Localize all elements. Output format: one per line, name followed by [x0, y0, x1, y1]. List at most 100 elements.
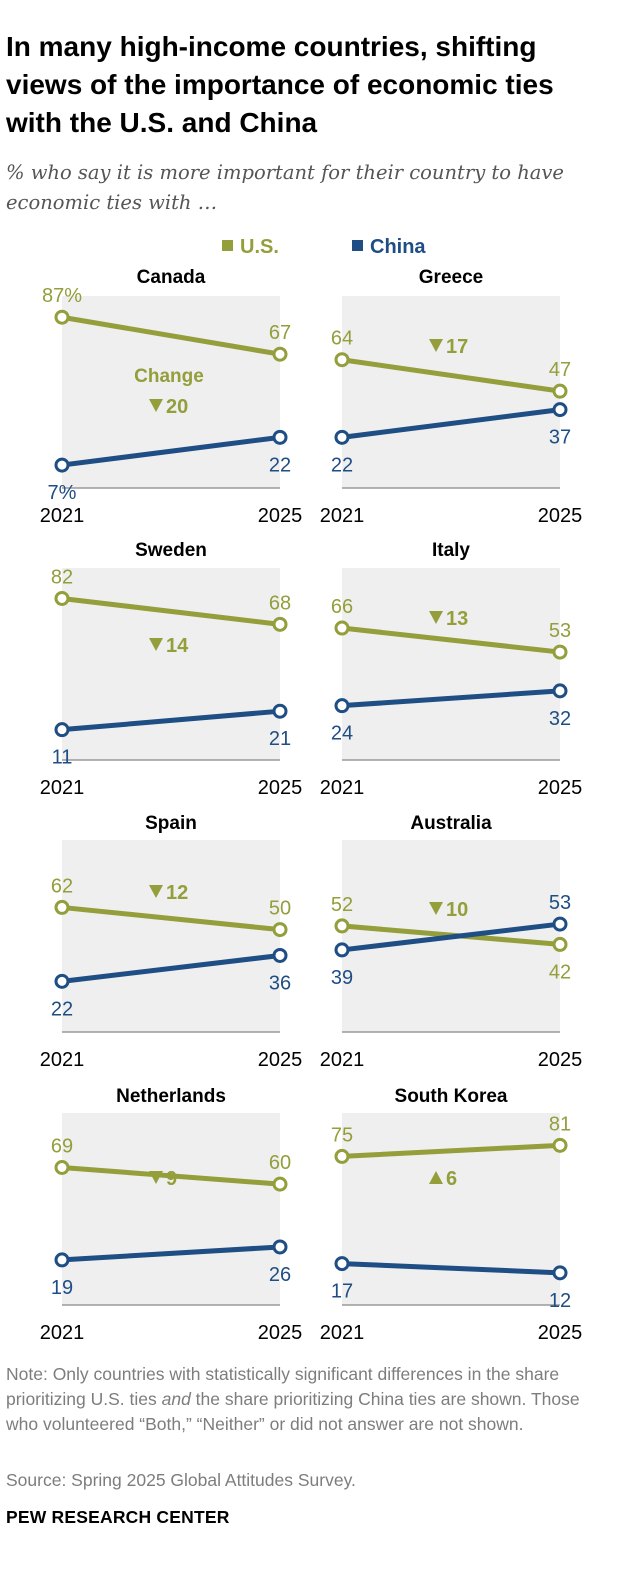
x-tick-2025-spain: 2025: [258, 1049, 303, 1071]
chart-title: In many high-income countries, shifting …: [6, 31, 554, 138]
series-line-china-south-korea: [339, 1261, 563, 1276]
point-china-2025-italy: [552, 683, 568, 699]
data-label-us-2021-netherlands: 69: [51, 1136, 73, 1158]
series-line-china-italy: [339, 688, 563, 709]
series-line-us-italy: [339, 625, 563, 655]
small-multiples-chart: Canada 2021 2025 87% 7% 67 22 Change 20 Greece 202…: [40, 267, 583, 1344]
change-triangle-down-icon: [149, 638, 163, 651]
point-china-2025-netherlands: [272, 1239, 288, 1255]
point-china-2021-italy: [334, 698, 350, 714]
x-tick-2021-canada: 2021: [40, 505, 85, 527]
panel-title-netherlands: Netherlands: [116, 1086, 226, 1107]
footer-brand: PEW RESEARCH CENTER: [6, 1507, 230, 1527]
point-china-2025-spain: [272, 947, 288, 963]
data-label-us-2021-australia: 52: [331, 894, 353, 916]
point-us-2021-netherlands: [54, 1160, 70, 1175]
point-china-2021-greece: [334, 429, 350, 445]
change-triangle-down-icon: [149, 399, 163, 412]
point-us-2021-greece: [334, 352, 350, 368]
x-tick-2021-greece: 2021: [320, 505, 365, 527]
x-tick-2025-south-korea: 2025: [538, 1322, 583, 1344]
panel-title-spain: Spain: [145, 813, 197, 834]
point-china-2021-netherlands: [54, 1252, 70, 1268]
change-value-spain: 12: [166, 882, 188, 904]
series-line-us-greece: [339, 357, 563, 394]
data-label-china-2025-canada: 22: [269, 454, 291, 476]
panel-title-sweden: Sweden: [135, 540, 207, 561]
data-label-china-2025-netherlands: 26: [269, 1264, 291, 1286]
panel-bg-south-korea: [342, 1113, 560, 1305]
series-line-us-south-korea: [339, 1142, 563, 1159]
data-label-us-2025-greece: 47: [549, 359, 571, 381]
point-china-2021-spain: [54, 973, 70, 989]
data-label-us-2025-sweden: 68: [269, 592, 291, 614]
point-us-2021-australia: [334, 918, 350, 934]
panel-bg-spain: [62, 840, 280, 1032]
legend-swatch-us: [222, 240, 233, 251]
panel-title-italy: Italy: [432, 540, 470, 561]
change-value-greece: 17: [446, 336, 468, 358]
note-text-1: Note: Only countries with statistically …: [6, 1364, 560, 1409]
series-line-china-greece: [339, 407, 563, 440]
point-china-2025-sweden: [272, 703, 288, 719]
point-china-2021-canada: [54, 457, 70, 473]
note-text-emphasis: and: [161, 1389, 191, 1409]
panel-bg-netherlands: [62, 1113, 280, 1305]
x-tick-2025-sweden: 2025: [258, 777, 303, 799]
data-label-us-2025-australia: 42: [549, 961, 571, 983]
data-label-china-2021-netherlands: 19: [51, 1277, 73, 1299]
change-triangle-down-icon: [429, 611, 443, 624]
x-tick-2025-italy: 2025: [538, 777, 583, 799]
data-label-us-2021-italy: 66: [331, 596, 353, 618]
point-china-2025-greece: [552, 402, 568, 418]
point-us-2021-italy: [334, 620, 350, 636]
x-tick-2021-netherlands: 2021: [40, 1322, 85, 1344]
point-us-2025-australia: [552, 936, 568, 952]
data-label-china-2025-greece: 37: [549, 427, 571, 449]
change-triangle-down-icon: [149, 885, 163, 898]
change-value-south-korea: 6: [446, 1168, 457, 1190]
series-line-us-canada: [59, 314, 283, 357]
series-line-china-netherlands: [59, 1244, 283, 1263]
data-label-us-2025-spain: 50: [269, 898, 291, 920]
point-china-2025-australia: [552, 916, 568, 932]
panel-title-canada: Canada: [137, 267, 206, 288]
point-us-2025-canada: [272, 346, 288, 362]
data-label-us-2025-netherlands: 60: [269, 1152, 291, 1174]
series-line-china-spain: [59, 952, 283, 984]
series-line-us-sweden: [59, 595, 283, 627]
legend-swatch-china: [352, 240, 363, 251]
panel-title-australia: Australia: [410, 813, 492, 834]
data-label-us-2021-spain: 62: [51, 875, 73, 897]
panel-title-south-korea: South Korea: [395, 1086, 508, 1107]
panel-title-greece: Greece: [419, 267, 483, 288]
point-china-2021-australia: [334, 942, 350, 958]
data-label-china-2021-canada: 7%: [48, 482, 77, 504]
x-tick-2021-sweden: 2021: [40, 777, 85, 799]
data-label-china-2025-spain: 36: [269, 972, 291, 994]
change-triangle-down-icon: [429, 902, 443, 915]
series-line-us-netherlands: [59, 1165, 283, 1187]
data-label-china-2021-spain: 22: [51, 998, 73, 1020]
x-tick-2021-south-korea: 2021: [320, 1322, 365, 1344]
data-label-china-2021-south-korea: 17: [331, 1281, 353, 1303]
x-tick-2021-australia: 2021: [320, 1049, 365, 1071]
point-us-2025-south-korea: [552, 1137, 568, 1153]
x-tick-2021-italy: 2021: [320, 777, 365, 799]
change-value-australia: 10: [446, 899, 468, 921]
data-label-us-2025-canada: 67: [269, 322, 291, 344]
legend-label-china: China: [370, 236, 426, 258]
x-tick-2025-netherlands: 2025: [258, 1322, 303, 1344]
note-text-2: the share prioritizing China ties are sh…: [6, 1389, 580, 1434]
data-label-us-2025-italy: 53: [549, 620, 571, 642]
point-us-2025-italy: [552, 644, 568, 660]
point-china-2025-canada: [272, 429, 288, 445]
change-value-canada: 20: [166, 396, 188, 418]
point-china-2021-south-korea: [334, 1256, 350, 1272]
data-label-us-2021-south-korea: 75: [331, 1124, 353, 1146]
chart-source: Source: Spring 2025 Global Attitudes Sur…: [6, 1470, 356, 1490]
data-label-china-2025-australia: 53: [549, 892, 571, 914]
x-tick-2025-canada: 2025: [258, 505, 303, 527]
legend-item-us: U.S.: [222, 234, 279, 260]
panel-bg-sweden: [62, 568, 280, 760]
